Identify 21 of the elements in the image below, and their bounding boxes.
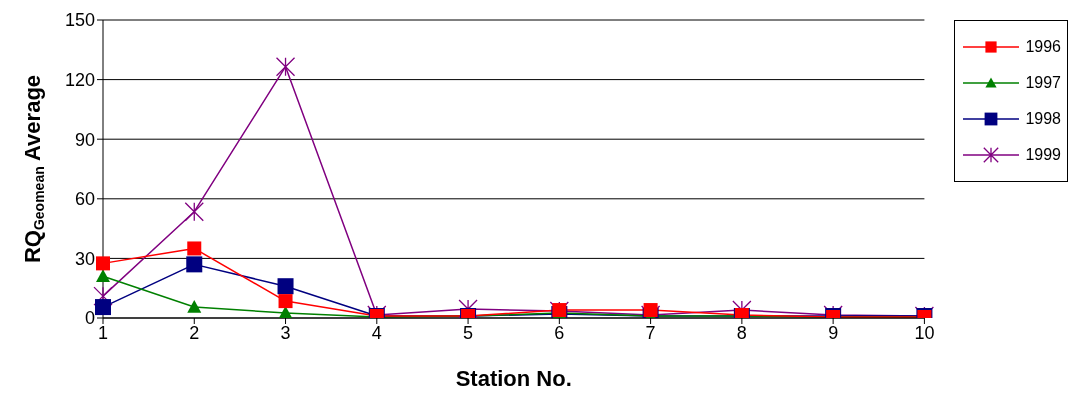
y-tick-label: 150	[64, 10, 95, 31]
x-tick-label: 1	[97, 322, 109, 343]
x-tick-label: 8	[736, 322, 747, 343]
x-tick-label: 2	[189, 322, 200, 343]
x-tick-label: 3	[280, 322, 291, 343]
x-tick-label: 6	[554, 322, 565, 343]
legend-label: 1999	[1025, 146, 1061, 164]
legend-label: 1997	[1025, 74, 1061, 92]
legend-label: 1996	[1025, 38, 1061, 56]
x-tick-label: 7	[645, 322, 656, 343]
y-tick-label: 30	[74, 248, 95, 269]
y-tick-label: 90	[74, 129, 95, 150]
x-tick-label: 4	[371, 322, 382, 343]
y-tick-label: 0	[84, 308, 95, 329]
x-tick-label: 10	[914, 322, 935, 343]
x-tick-label: 9	[828, 322, 839, 343]
x-axis-title: Station No.	[455, 366, 572, 391]
x-tick-label: 5	[463, 322, 474, 343]
y-tick-label: 60	[74, 189, 95, 210]
legend-label: 1998	[1025, 110, 1061, 128]
y-tick-label: 120	[64, 69, 95, 90]
